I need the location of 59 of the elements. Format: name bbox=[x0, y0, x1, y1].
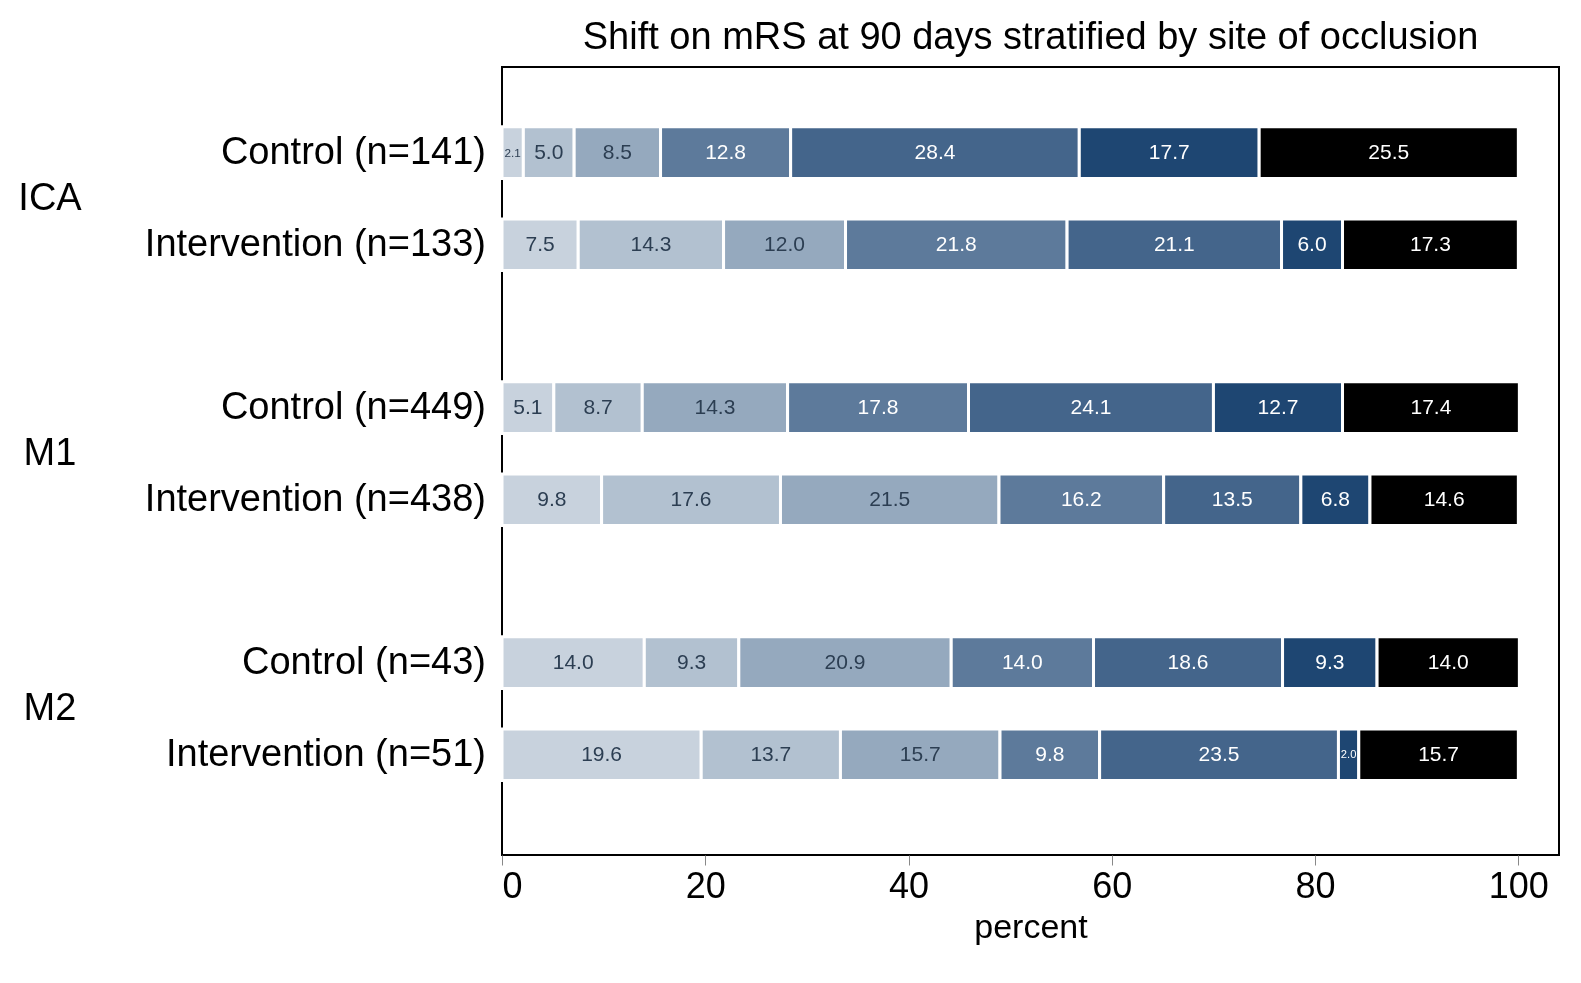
x-axis-title: percent bbox=[974, 906, 1089, 945]
data-label: 8.5 bbox=[602, 139, 632, 163]
data-label: 18.6 bbox=[1167, 649, 1209, 673]
x-tick-label: 100 bbox=[1488, 864, 1549, 906]
data-label: 14.0 bbox=[1001, 649, 1043, 673]
data-label: 17.7 bbox=[1148, 139, 1190, 163]
data-label: 5.1 bbox=[513, 394, 543, 418]
data-label: 6.0 bbox=[1297, 231, 1327, 255]
data-label: 12.7 bbox=[1257, 394, 1299, 418]
data-label: 21.1 bbox=[1153, 231, 1195, 255]
text: M1 bbox=[23, 430, 77, 473]
data-label: 15.7 bbox=[899, 741, 941, 765]
data-label: 9.8 bbox=[1035, 741, 1065, 765]
data-label: 14.6 bbox=[1423, 486, 1465, 510]
data-label: 12.8 bbox=[705, 139, 747, 163]
data-label: 24.1 bbox=[1070, 394, 1112, 418]
x-tick-label: 60 bbox=[1092, 864, 1133, 906]
data-label: 19.6 bbox=[581, 741, 623, 765]
data-label: 17.6 bbox=[670, 486, 712, 510]
data-label: 20.9 bbox=[824, 649, 866, 673]
data-label: 13.7 bbox=[750, 741, 792, 765]
data-label: 23.5 bbox=[1198, 741, 1240, 765]
y-tick-label: Intervention (n=133) bbox=[144, 221, 486, 264]
data-label: 25.5 bbox=[1368, 139, 1410, 163]
y-tick-label: Control (n=141) bbox=[220, 129, 486, 172]
data-label: 28.4 bbox=[914, 139, 956, 163]
data-label: 2.0 bbox=[1340, 747, 1357, 760]
x-tick-label: 80 bbox=[1295, 864, 1336, 906]
y-tick-label: Control (n=449) bbox=[220, 384, 486, 427]
text: ICA bbox=[18, 175, 83, 218]
data-label: 16.2 bbox=[1060, 486, 1102, 510]
data-label: 14.0 bbox=[552, 649, 594, 673]
data-label: 17.4 bbox=[1410, 394, 1452, 418]
data-label: 17.8 bbox=[857, 394, 899, 418]
x-tick-label: 20 bbox=[685, 864, 726, 906]
y-tick-label: Intervention (n=438) bbox=[144, 476, 486, 519]
data-label: 13.5 bbox=[1211, 486, 1253, 510]
data-label: 12.0 bbox=[764, 231, 805, 255]
x-tick-label: 40 bbox=[889, 864, 930, 906]
data-label: 6.8 bbox=[1320, 486, 1351, 510]
data-label: 14.3 bbox=[694, 394, 736, 418]
data-label: 8.7 bbox=[583, 394, 613, 418]
y-tick-label: Control (n=43) bbox=[242, 639, 486, 682]
text: M2 bbox=[23, 685, 77, 728]
data-label: 15.7 bbox=[1418, 741, 1459, 765]
x-tick-label: 0 bbox=[502, 864, 523, 906]
data-label: 7.5 bbox=[525, 231, 555, 255]
data-label: 9.3 bbox=[676, 649, 707, 673]
data-label: 9.3 bbox=[1315, 649, 1345, 673]
data-label: 17.3 bbox=[1409, 231, 1451, 255]
data-label: 14.3 bbox=[630, 231, 672, 255]
data-label: 21.8 bbox=[935, 231, 977, 255]
y-tick-label: Intervention (n=51) bbox=[165, 731, 486, 774]
data-label: 14.0 bbox=[1427, 649, 1469, 673]
data-label: 2.1 bbox=[504, 145, 521, 159]
data-label: 21.5 bbox=[869, 486, 911, 510]
chart-title: Shift on mRS at 90 days stratified by site of occlusion bbox=[582, 15, 1479, 57]
data-label: 9.8 bbox=[537, 486, 567, 510]
data-label: 5.0 bbox=[534, 139, 564, 163]
